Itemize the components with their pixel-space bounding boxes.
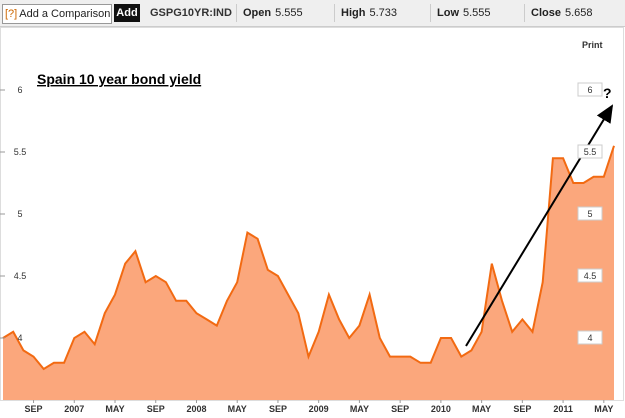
x-tick-label: 2009 <box>309 404 329 414</box>
x-tick-label: SEP <box>25 404 43 414</box>
x-tick-label: 2010 <box>431 404 451 414</box>
x-tick-label: 2007 <box>64 404 84 414</box>
area <box>3 145 614 400</box>
y-tick-box <box>577 330 603 345</box>
add-comparison-input[interactable]: [?] Add a Comparison <box>2 4 112 24</box>
y-tick-label: 4 <box>587 333 592 343</box>
y-tick-label: 6 <box>17 85 22 95</box>
stat-value: 5.658 <box>564 7 593 19</box>
stat-label: Low <box>437 7 459 19</box>
stat-close: Close 5.658 <box>524 4 593 22</box>
x-tick-label: SEP <box>269 404 287 414</box>
y-tick-label: 5 <box>17 209 22 219</box>
print-link[interactable]: Print <box>582 40 603 50</box>
y-tick-label: 4.5 <box>14 271 27 281</box>
compare-label: Add a Comparison <box>19 8 111 20</box>
x-tick-label: 2011 <box>553 404 573 414</box>
symbol: GSPG10YR:IND <box>150 7 232 19</box>
x-tick-label: SEP <box>147 404 165 414</box>
title-box <box>32 66 224 92</box>
y-tick-label: 4 <box>17 333 22 343</box>
toolbar: [?] Add a Comparison Add GSPG10YR:IND Ope… <box>0 0 625 27</box>
annotation: ? <box>603 85 612 101</box>
chart-title: Spain 10 year bond yield <box>37 71 201 87</box>
y-tick-box <box>577 144 603 159</box>
line <box>2 145 615 371</box>
y-tick-label: 6 <box>587 85 592 95</box>
x-tick-label: MAY <box>105 404 124 414</box>
stat-low: Low 5.555 <box>430 4 491 22</box>
x-tick-label: MAY <box>228 404 247 414</box>
y-tick-label: 5 <box>587 209 592 219</box>
stat-high: High 5.733 <box>334 4 397 22</box>
stat-label: Close <box>531 7 561 19</box>
stat-label: High <box>341 7 366 19</box>
stat-open: Open 5.555 <box>236 4 303 22</box>
stat-label: Open <box>243 7 272 19</box>
y-tick-label: 5.5 <box>14 147 27 157</box>
y-tick-box <box>577 82 603 97</box>
y-tick-box <box>577 206 603 221</box>
stat-value: 5.555 <box>275 7 303 19</box>
y-tick-label: 4.5 <box>584 271 597 281</box>
y-tick-box <box>577 268 603 283</box>
x-tick-label: MAY <box>350 404 369 414</box>
x-tick-label: 2008 <box>186 404 206 414</box>
x-tick-label: SEP <box>391 404 409 414</box>
x-tick-label: SEP <box>513 404 531 414</box>
stat-value: 5.555 <box>463 7 491 19</box>
x-tick-label: MAY <box>594 404 613 414</box>
x-tick-label: MAY <box>472 404 491 414</box>
add-button[interactable]: Add <box>114 4 140 22</box>
y-tick-label: 5.5 <box>584 147 597 157</box>
stat-value: 5.733 <box>369 7 397 19</box>
